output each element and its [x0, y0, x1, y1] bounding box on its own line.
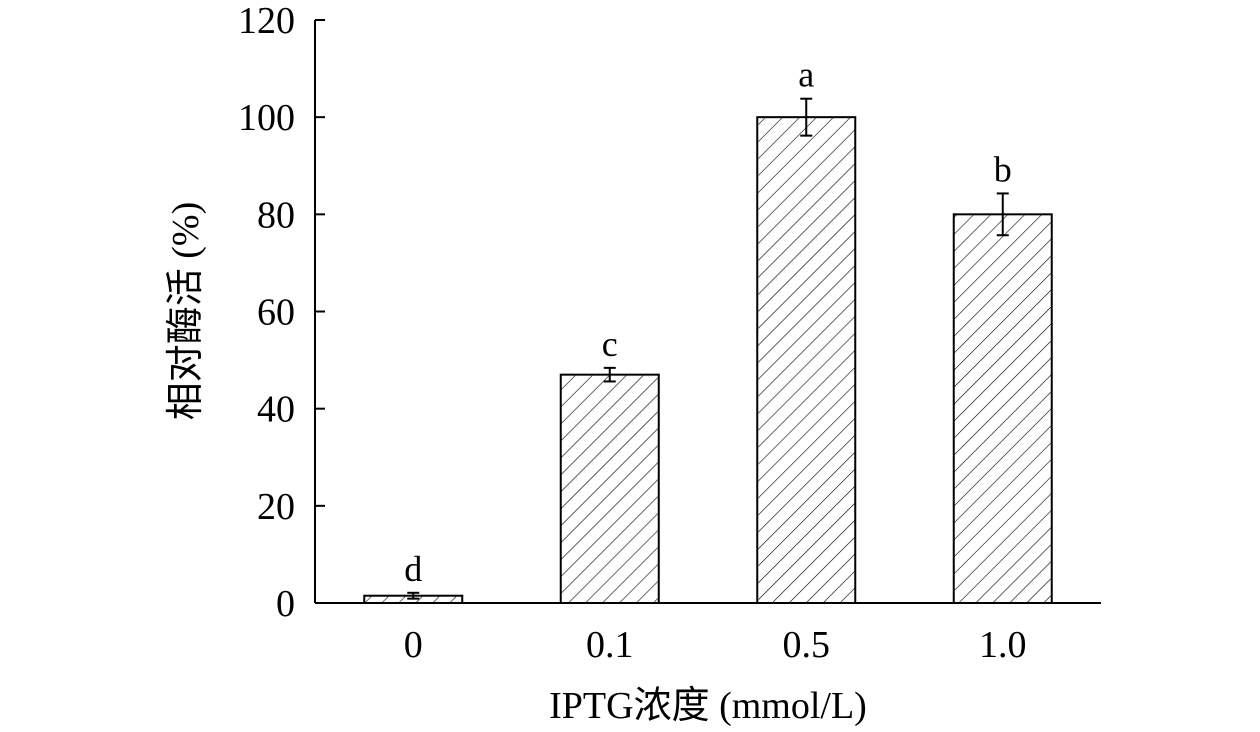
y-axis-title: 相对酶活 (%)	[165, 202, 207, 420]
x-tick-label-2: 0.5	[783, 624, 831, 666]
bar-2	[756, 116, 857, 605]
bars-group	[363, 116, 1053, 605]
error-bars-group	[407, 97, 1009, 600]
y-tick-label-6: 120	[238, 0, 295, 42]
x-axis-ticks: 0 0.1 0.5 1.0	[404, 624, 1027, 666]
y-tick-label-3: 60	[257, 292, 295, 334]
y-axis-ticks: 0 20 40 60 80 100 120	[238, 0, 325, 625]
x-axis-title: IPTG浓度 (mmol/L)	[549, 685, 867, 727]
y-tick-label-2: 40	[257, 389, 295, 431]
y-tick-label-0: 0	[276, 583, 295, 625]
significance-letter-2: a	[798, 55, 814, 95]
significance-letters-group: d c a b	[404, 55, 1012, 589]
y-tick-label-5: 100	[238, 97, 295, 139]
significance-letter-3: b	[994, 149, 1012, 189]
bar-1	[559, 373, 660, 604]
error-bar-0	[407, 591, 420, 600]
significance-letter-1: c	[602, 324, 618, 364]
error-bar-2	[800, 97, 813, 137]
x-tick-label-0: 0	[404, 624, 423, 666]
y-tick-label-4: 80	[257, 194, 295, 236]
y-tick-label-1: 20	[257, 486, 295, 528]
bar-3	[952, 213, 1053, 604]
x-tick-label-1: 0.1	[586, 624, 634, 666]
error-bar-1	[603, 366, 616, 383]
error-bar-3	[996, 192, 1009, 237]
x-tick-label-3: 1.0	[979, 624, 1027, 666]
significance-letter-0: d	[404, 549, 422, 589]
